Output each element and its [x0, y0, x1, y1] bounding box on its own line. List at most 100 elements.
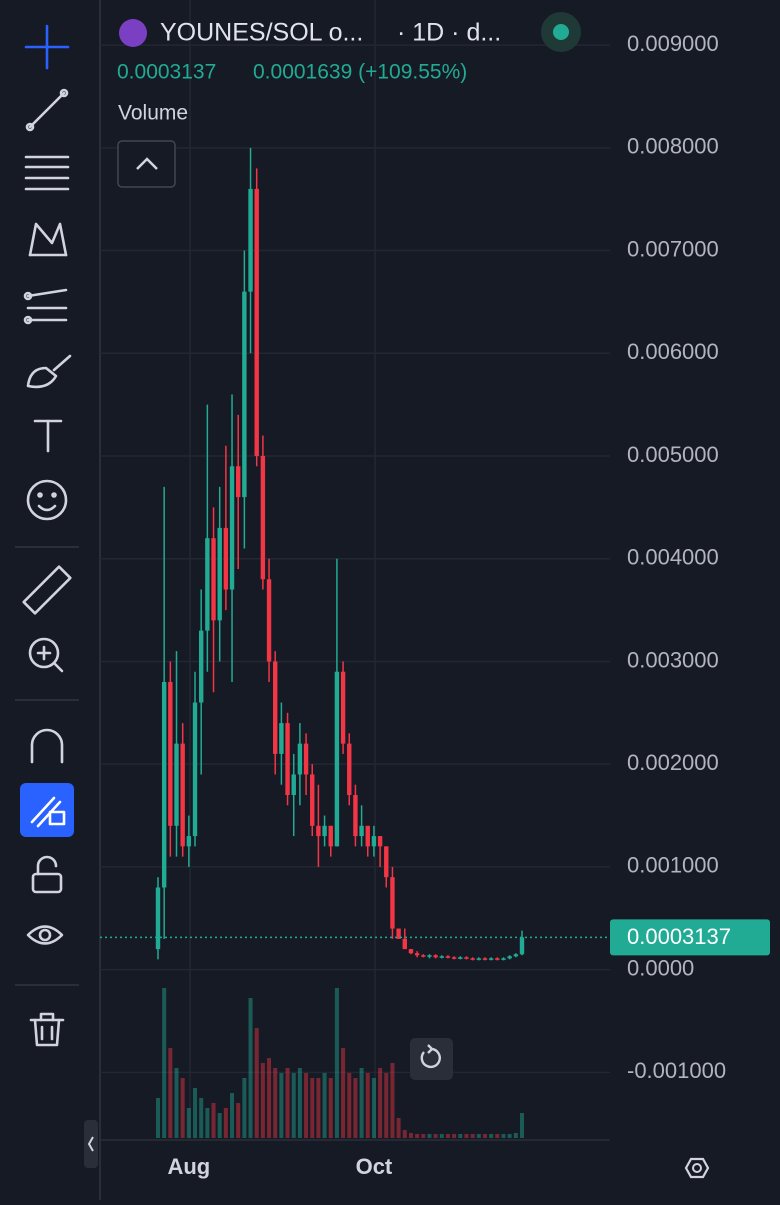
- candle-body: [501, 958, 506, 960]
- volume-bar: [396, 1118, 401, 1138]
- candle-body: [291, 774, 296, 795]
- volume-bar: [482, 1134, 487, 1138]
- candle-body: [211, 538, 216, 621]
- candle-body: [254, 188, 259, 456]
- volume-bar: [211, 1103, 216, 1138]
- volume-bar: [433, 1134, 438, 1138]
- brush-tool[interactable]: [26, 354, 72, 389]
- candle-body: [236, 466, 241, 498]
- candle-body: [273, 661, 278, 754]
- collapse-icon: [87, 1136, 94, 1152]
- candle-body: [248, 188, 253, 292]
- volume-bar: [223, 1108, 228, 1138]
- candle-body: [328, 825, 333, 847]
- x-tick-label: Oct: [356, 1154, 393, 1179]
- volume-bar: [489, 1134, 494, 1138]
- volume-bar: [384, 1073, 389, 1138]
- volume-bar: [205, 1108, 210, 1138]
- candle-body: [433, 955, 438, 958]
- settings-icon: [692, 1163, 702, 1173]
- candle-body: [180, 743, 185, 847]
- candle-body: [519, 937, 525, 955]
- candle-body: [439, 956, 444, 958]
- candle-body: [445, 956, 451, 958]
- emoji-tool[interactable]: [26, 479, 68, 521]
- candle-body: [198, 630, 204, 703]
- lock-drawing-icon: [30, 796, 66, 828]
- volume-bar: [408, 1133, 413, 1138]
- crosshair-tool[interactable]: [24, 24, 70, 70]
- volume-bar: [193, 1088, 198, 1138]
- lock-drawing-button[interactable]: [20, 783, 74, 837]
- collapse-toolbar[interactable]: [84, 1120, 98, 1168]
- x-tick-label: Aug: [167, 1154, 210, 1179]
- candle-body: [297, 743, 303, 775]
- reset-icon: [420, 1047, 441, 1069]
- candle-body: [384, 846, 389, 878]
- fib-tool[interactable]: [24, 155, 70, 191]
- market-status-dot: [553, 24, 569, 40]
- volume-legend: Volume: [118, 102, 188, 125]
- volume-bar: [402, 1130, 407, 1138]
- y-tick-label: 0.003000: [627, 647, 719, 672]
- volume-bar: [254, 1028, 259, 1138]
- candle-body: [396, 928, 401, 939]
- volume-bar: [341, 1048, 346, 1138]
- candle-body: [421, 955, 426, 957]
- grid: [100, 44, 610, 1074]
- settings-button[interactable]: [684, 1157, 710, 1179]
- y-tick-label: 0.009000: [627, 31, 719, 56]
- volume-bar: [304, 1073, 309, 1138]
- visibility-tool[interactable]: [26, 925, 64, 945]
- volume-bar: [371, 1078, 376, 1138]
- volume-bar: [316, 1078, 321, 1138]
- candle-body: [174, 743, 179, 826]
- candle-body: [464, 957, 469, 959]
- candle-body: [310, 774, 315, 826]
- candle-body: [266, 579, 272, 662]
- candle-body: [470, 958, 475, 960]
- candle-body: [402, 938, 407, 950]
- prediction-tool[interactable]: [23, 288, 68, 325]
- text-tool[interactable]: [33, 419, 63, 453]
- candle-body: [334, 671, 340, 847]
- volume-bar: [156, 1098, 160, 1138]
- volume-bar: [291, 1073, 296, 1138]
- volume-bar: [180, 1078, 185, 1138]
- volume-bar: [353, 1078, 358, 1138]
- volume-bar: [162, 988, 167, 1138]
- candle-body: [507, 956, 512, 959]
- trend-line-tool[interactable]: [25, 88, 69, 132]
- candle-body: [217, 527, 222, 621]
- candle-body: [168, 682, 173, 826]
- collapse-legend-button[interactable]: [117, 140, 176, 188]
- volume-bar: [378, 1068, 383, 1138]
- volume-bar: [513, 1133, 518, 1138]
- y-tick-label: 0.0000: [627, 955, 694, 980]
- candle-body: [371, 836, 377, 847]
- candle-body: [513, 954, 519, 957]
- candle-body: [303, 743, 309, 775]
- candle-body: [377, 836, 383, 847]
- delete-tool[interactable]: [29, 1012, 65, 1047]
- volume-bar: [365, 1073, 370, 1138]
- price-change: 0.0001639 (+109.55%): [253, 61, 467, 84]
- volume-bar: [267, 1058, 272, 1138]
- ruler-tool[interactable]: [22, 565, 72, 615]
- volume-bar: [230, 1093, 235, 1138]
- candle-body: [155, 887, 161, 950]
- reset-chart-button[interactable]: [410, 1038, 453, 1080]
- plot: [100, 147, 610, 1138]
- volume-bar: [322, 1073, 327, 1138]
- volume-bar: [242, 1078, 247, 1138]
- zoom-tool[interactable]: [28, 637, 64, 673]
- volume-bar: [285, 1068, 290, 1138]
- unlock-tool[interactable]: [31, 855, 63, 894]
- volume-bar: [507, 1134, 512, 1138]
- magnet-tool[interactable]: [30, 728, 64, 764]
- chevron-up: [136, 157, 158, 170]
- candle-body: [495, 958, 500, 960]
- pattern-tool[interactable]: [28, 222, 68, 257]
- symbol-icon: [119, 19, 147, 47]
